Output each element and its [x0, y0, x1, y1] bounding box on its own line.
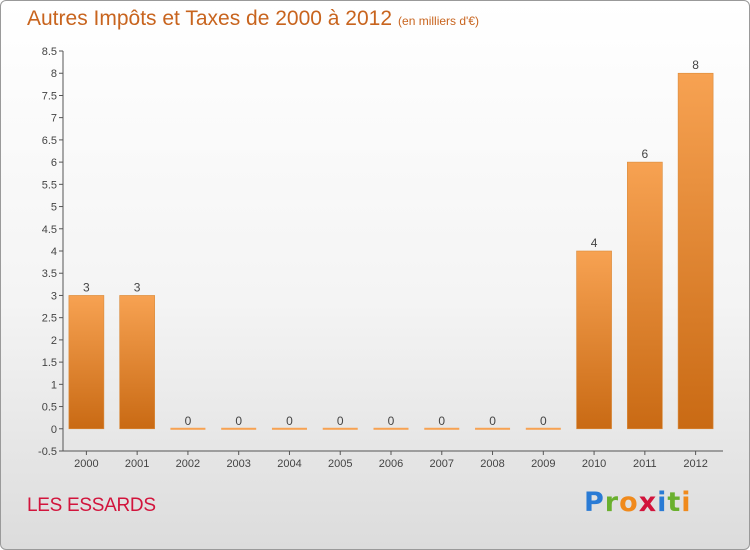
- y-tick-label: 8: [51, 68, 57, 80]
- x-tick-label: 2012: [683, 458, 707, 470]
- bar-value-label: 0: [489, 414, 496, 428]
- x-tick-label: 2005: [328, 458, 352, 470]
- chart-value-labels: 3 3 0 0 0 0 0 0 0 0 4 6 8: [83, 58, 699, 428]
- bar: [677, 72, 714, 430]
- x-tick-label: 2001: [125, 458, 149, 470]
- logo-letter: x: [638, 487, 658, 518]
- logo-letter: i: [657, 487, 668, 518]
- chart-title: Autres Impôts et Taxes de 2000 à 2012: [27, 7, 393, 30]
- logo-letter: o: [619, 487, 639, 518]
- bar: [627, 161, 663, 430]
- bar: [475, 427, 511, 430]
- bar: [170, 427, 206, 430]
- y-tick-label: 4.5: [42, 224, 57, 236]
- y-tick-label: 6.5: [42, 135, 57, 147]
- y-tick-label: 0.5: [42, 402, 57, 414]
- chart-header: Autres Impôts et Taxes de 2000 à 2012 (en…: [27, 7, 479, 31]
- y-tick-label: 3.5: [42, 268, 57, 280]
- bar-value-label: 8: [692, 58, 699, 72]
- bar-value-label: 0: [286, 414, 293, 428]
- bar: [373, 427, 409, 430]
- logo-letter: r: [604, 487, 620, 518]
- x-tick-label: 2000: [74, 458, 98, 470]
- bar: [424, 427, 460, 430]
- x-tick-label: 2004: [277, 458, 301, 470]
- y-tick-label: 1.5: [42, 357, 57, 369]
- proxiti-logo: Proxiti: [584, 487, 692, 518]
- y-tick-label: 4: [51, 246, 57, 258]
- x-tick-label: 2006: [379, 458, 403, 470]
- bar: [525, 427, 561, 430]
- bar: [221, 427, 257, 430]
- logo-letter: t: [667, 487, 682, 518]
- x-tick-label: 2007: [430, 458, 454, 470]
- y-tick-label: 5.5: [42, 179, 57, 191]
- bar-value-label: 3: [134, 280, 141, 294]
- commune-name: LES ESSARDS: [27, 495, 156, 516]
- x-tick-label: 2003: [226, 458, 250, 470]
- bar-value-label: 0: [438, 414, 445, 428]
- x-tick-label: 2010: [582, 458, 606, 470]
- bar-value-label: 6: [642, 147, 649, 161]
- bar: [271, 427, 307, 430]
- bar-value-label: 0: [337, 414, 344, 428]
- bar: [576, 250, 612, 430]
- bar-value-label: 0: [235, 414, 242, 428]
- y-tick-label: 6: [51, 157, 57, 169]
- x-tick-label: 2009: [531, 458, 555, 470]
- chart-axes: -0.5 0 0.5 1 1.5 2 2.5 3 3.5 4 4.5 5 5.5 6 6.5 7 7.5 8 8.5…: [38, 46, 723, 470]
- y-tick-label: 2.5: [42, 313, 57, 325]
- x-tick-label: 2002: [176, 458, 200, 470]
- logo-letter: P: [584, 487, 605, 518]
- y-tick-label: 7.5: [42, 90, 57, 102]
- y-tick-label: 0: [51, 424, 57, 436]
- bar: [119, 295, 155, 430]
- logo-letter: i: [681, 487, 692, 518]
- y-tick-label: 1: [51, 379, 57, 391]
- y-tick-label: 2: [51, 335, 57, 347]
- y-tick-label: -0.5: [38, 446, 57, 458]
- bar-value-label: 3: [83, 280, 90, 294]
- y-tick-label: 8.5: [42, 46, 57, 58]
- bar-value-label: 0: [185, 414, 192, 428]
- chart-subtitle: (en milliers d'€): [398, 14, 480, 28]
- bar-value-label: 0: [388, 414, 395, 428]
- chart-bars: [68, 72, 714, 430]
- bar: [68, 295, 105, 430]
- bar-value-label: 4: [591, 236, 598, 250]
- x-tick-label: 2008: [480, 458, 504, 470]
- y-tick-label: 5: [51, 202, 57, 214]
- bar-value-label: 0: [540, 414, 547, 428]
- y-tick-label: 7: [51, 113, 57, 125]
- bar: [322, 427, 358, 430]
- y-tick-label: 3: [51, 290, 57, 302]
- x-tick-label: 2011: [633, 458, 657, 470]
